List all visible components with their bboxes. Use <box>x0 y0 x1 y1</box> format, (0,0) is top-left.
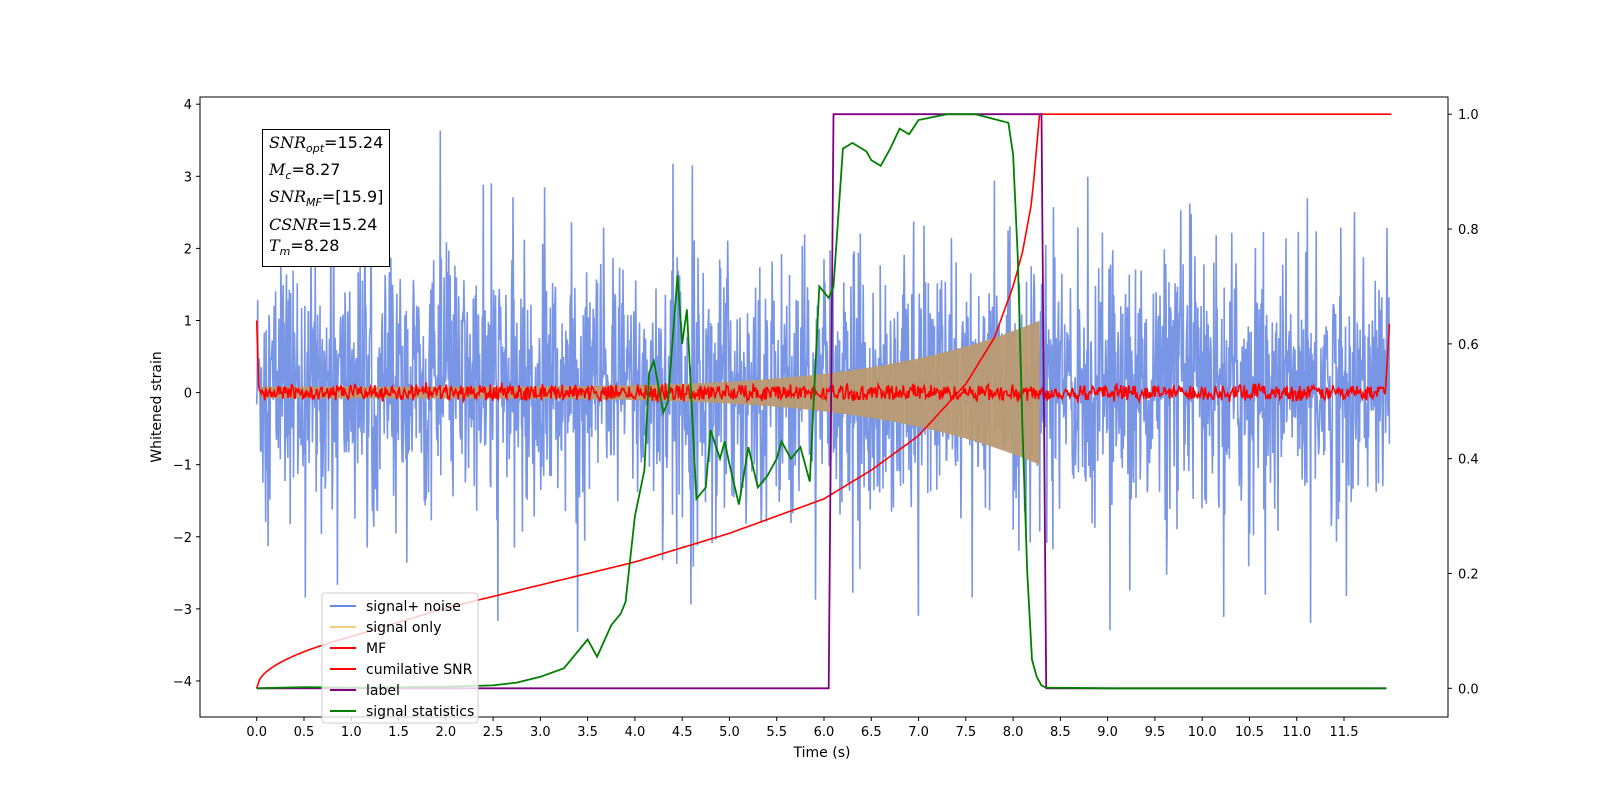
tm-line: Tm=8.28 <box>269 235 340 258</box>
y-tick-label: −1 <box>173 459 192 474</box>
axis-ticks: 0.0 0.5 1.0 1.5 2.0 2.5 3.0 3.5 4.0 4.5 5.0 5.5 6.0 6… <box>173 98 1479 740</box>
y2-tick-label: 0.0 <box>1458 682 1479 697</box>
csnr-value: =15.24 <box>318 214 378 234</box>
x-tick-label: 9.5 <box>1145 725 1166 740</box>
y2-tick-label: 0.8 <box>1458 223 1479 238</box>
x-tick-label: 2.5 <box>483 725 504 740</box>
x-tick-label: 8.0 <box>1003 725 1024 740</box>
x-tick-label: 6.5 <box>861 725 882 740</box>
x-tick-label: 10.0 <box>1188 725 1217 740</box>
x-axis-label: Time (s) <box>793 745 851 761</box>
legend-label: cumilative SNR <box>366 662 473 678</box>
x-tick-label: 7.5 <box>955 725 976 740</box>
legend: signal+ noise signal only MF cumilative SNR… <box>321 592 479 724</box>
y-tick-label: −3 <box>173 603 192 618</box>
legend-label: label <box>366 683 400 699</box>
y-tick-label: 2 <box>184 242 192 257</box>
signal-statistics-series <box>256 113 1387 690</box>
legend-label: signal+ noise <box>366 599 461 615</box>
y2-tick-label: 0.2 <box>1458 567 1479 582</box>
x-tick-label: 5.5 <box>766 725 787 740</box>
x-tick-label: 1.0 <box>341 725 362 740</box>
x-tick-label: 11.5 <box>1330 725 1359 740</box>
x-tick-label: 4.5 <box>672 725 693 740</box>
y-axis-label: Whitened strain <box>149 351 165 462</box>
legend-label: signal only <box>366 620 441 636</box>
x-tick-label: 0.0 <box>246 725 267 740</box>
x-tick-label: 4.0 <box>625 725 646 740</box>
x-tick-label: 10.5 <box>1235 725 1264 740</box>
x-tick-label: 3.5 <box>577 725 598 740</box>
chirp-mass-line: Mc=8.27 <box>269 160 341 183</box>
y2-tick-label: 0.6 <box>1458 338 1479 353</box>
snr-mf-value: =[15.9] <box>321 187 384 207</box>
x-tick-label: 9.0 <box>1097 725 1118 740</box>
x-tick-label: 1.5 <box>388 725 409 740</box>
snr-opt-value: =15.24 <box>324 133 384 152</box>
x-tick-label: 3.0 <box>530 725 551 740</box>
annotation-box: SNRopt=15.24 Mc=8.27 SNRMF=[15.9] CSNR=1… <box>262 129 391 267</box>
y-tick-label: −2 <box>173 531 192 546</box>
x-tick-label: 8.5 <box>1050 725 1071 740</box>
tm-value: =8.28 <box>290 235 340 255</box>
snr-mf-line: SNRMF=[15.9] <box>269 187 384 210</box>
x-tick-label: 11.0 <box>1282 725 1311 740</box>
y-tick-label: −4 <box>173 675 192 690</box>
y-tick-label: 3 <box>184 170 192 185</box>
y-tick-label: 4 <box>184 98 192 113</box>
chirp-mass-value: =8.27 <box>291 160 341 180</box>
legend-label: MF <box>366 641 386 657</box>
x-tick-label: 2.0 <box>435 725 456 740</box>
x-tick-label: 7.0 <box>908 725 929 740</box>
legend-label: signal statistics <box>366 704 474 720</box>
csnr-line: CSNR=15.24 <box>269 214 378 234</box>
y2-tick-label: 1.0 <box>1458 108 1479 123</box>
snr-opt-line: SNRopt=15.24 <box>269 133 384 156</box>
y2-tick-label: 0.4 <box>1458 453 1479 468</box>
mf-series <box>255 320 1391 405</box>
x-tick-label: 5.0 <box>719 725 740 740</box>
signal-noise-series <box>255 130 1391 632</box>
x-tick-label: 0.5 <box>294 725 315 740</box>
legend-box <box>321 592 479 724</box>
x-tick-label: 6.0 <box>814 725 835 740</box>
y-tick-label: 0 <box>184 387 192 402</box>
y-tick-label: 1 <box>184 314 192 329</box>
